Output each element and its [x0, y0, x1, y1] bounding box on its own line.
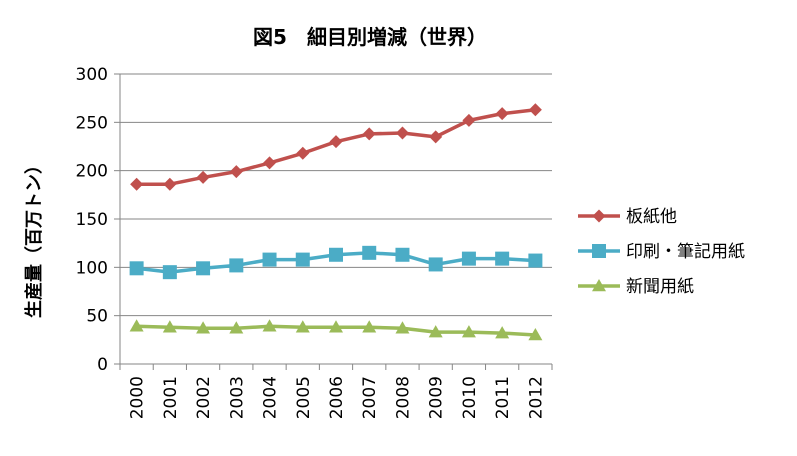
data-point [196, 321, 211, 334]
y-tick-labels: 0 50 100 150 200 250 300 [76, 65, 108, 375]
legend-marker [592, 209, 606, 223]
series-2 [129, 245, 543, 280]
data-point [528, 103, 542, 117]
data-point [329, 247, 343, 262]
y-axis-label: 生産量（百万トン） [23, 156, 45, 318]
data-point [262, 319, 277, 332]
x-tick-label: 2010 [460, 376, 480, 419]
axes [114, 73, 553, 370]
data-point [495, 107, 509, 121]
data-point [362, 127, 376, 141]
y-tick-label: 200 [76, 162, 108, 182]
data-point [528, 253, 543, 268]
x-tick-label: 2006 [327, 376, 347, 419]
data-point [395, 126, 409, 140]
x-tick-label: 2000 [128, 376, 148, 419]
y-tick-label: 100 [76, 258, 108, 278]
legend-marker [592, 279, 606, 292]
data-point [130, 177, 144, 191]
data-point [362, 245, 377, 260]
data-point [163, 177, 177, 191]
data-point [162, 265, 177, 280]
legend-item: 新聞用紙 [578, 277, 694, 297]
data-point [196, 170, 210, 184]
data-point [296, 146, 310, 160]
data-point [395, 321, 410, 334]
legend-item: 板紙他 [578, 207, 677, 227]
x-tick-label: 2005 [294, 376, 314, 419]
legend-label: 印刷・筆記用紙 [626, 242, 745, 262]
data-point [429, 130, 443, 144]
data-point [129, 319, 144, 332]
data-point [229, 165, 243, 179]
data-point [162, 320, 177, 333]
gridlines [120, 73, 552, 317]
data-point [428, 325, 443, 338]
data-point [329, 135, 343, 149]
data-point [395, 247, 410, 262]
data-point [428, 257, 443, 272]
data-point [263, 156, 277, 170]
series-lines [129, 103, 543, 341]
data-point [295, 320, 310, 333]
x-tick-label: 2007 [360, 376, 380, 419]
data-point [461, 325, 476, 338]
data-point [329, 320, 343, 333]
data-point [362, 320, 377, 333]
data-point [196, 261, 211, 276]
x-tick-label: 2011 [493, 376, 513, 419]
y-tick-label: 300 [76, 65, 108, 85]
data-point [229, 321, 244, 334]
data-point [495, 326, 510, 339]
x-tick-label: 2004 [261, 376, 281, 419]
data-point [462, 113, 476, 127]
y-tick-label: 150 [76, 210, 108, 230]
x-tick-label: 2009 [427, 376, 447, 419]
x-tick-label: 2001 [161, 376, 181, 419]
legend-label: 板紙他 [626, 207, 677, 227]
data-point [229, 258, 244, 273]
chart-title: 図5 細目別増減（世界） [253, 25, 487, 49]
y-tick-label: 250 [76, 113, 108, 133]
legend-label: 新聞用紙 [626, 277, 694, 297]
x-tick-label: 2012 [526, 376, 546, 419]
data-point [129, 261, 144, 276]
data-point [295, 252, 310, 267]
y-tick-label: 50 [86, 307, 108, 327]
data-point [495, 251, 510, 266]
x-tick-label: 2003 [227, 376, 247, 419]
data-point [528, 328, 543, 341]
series-3 [129, 319, 543, 341]
data-point [461, 251, 476, 266]
data-point [262, 252, 277, 267]
legend-item: 印刷・筆記用紙 [578, 242, 745, 262]
series-1 [130, 103, 542, 191]
legend-marker [592, 244, 606, 258]
y-tick-label: 0 [97, 355, 108, 375]
x-tick-labels: 2000 2001 2002 2003 2004 2005 2006 2007 2008 2009… [128, 376, 547, 419]
x-tick-label: 2008 [393, 376, 413, 419]
x-tick-label: 2002 [194, 376, 214, 419]
